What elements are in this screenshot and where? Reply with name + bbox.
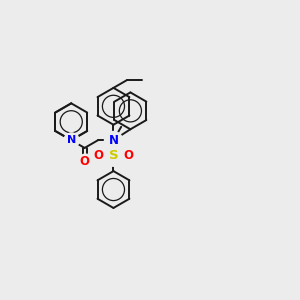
Text: N: N [109, 134, 118, 147]
Text: O: O [80, 155, 90, 168]
Text: O: O [123, 149, 133, 162]
Text: N: N [67, 135, 76, 145]
Text: O: O [94, 149, 104, 162]
Text: S: S [109, 149, 118, 162]
